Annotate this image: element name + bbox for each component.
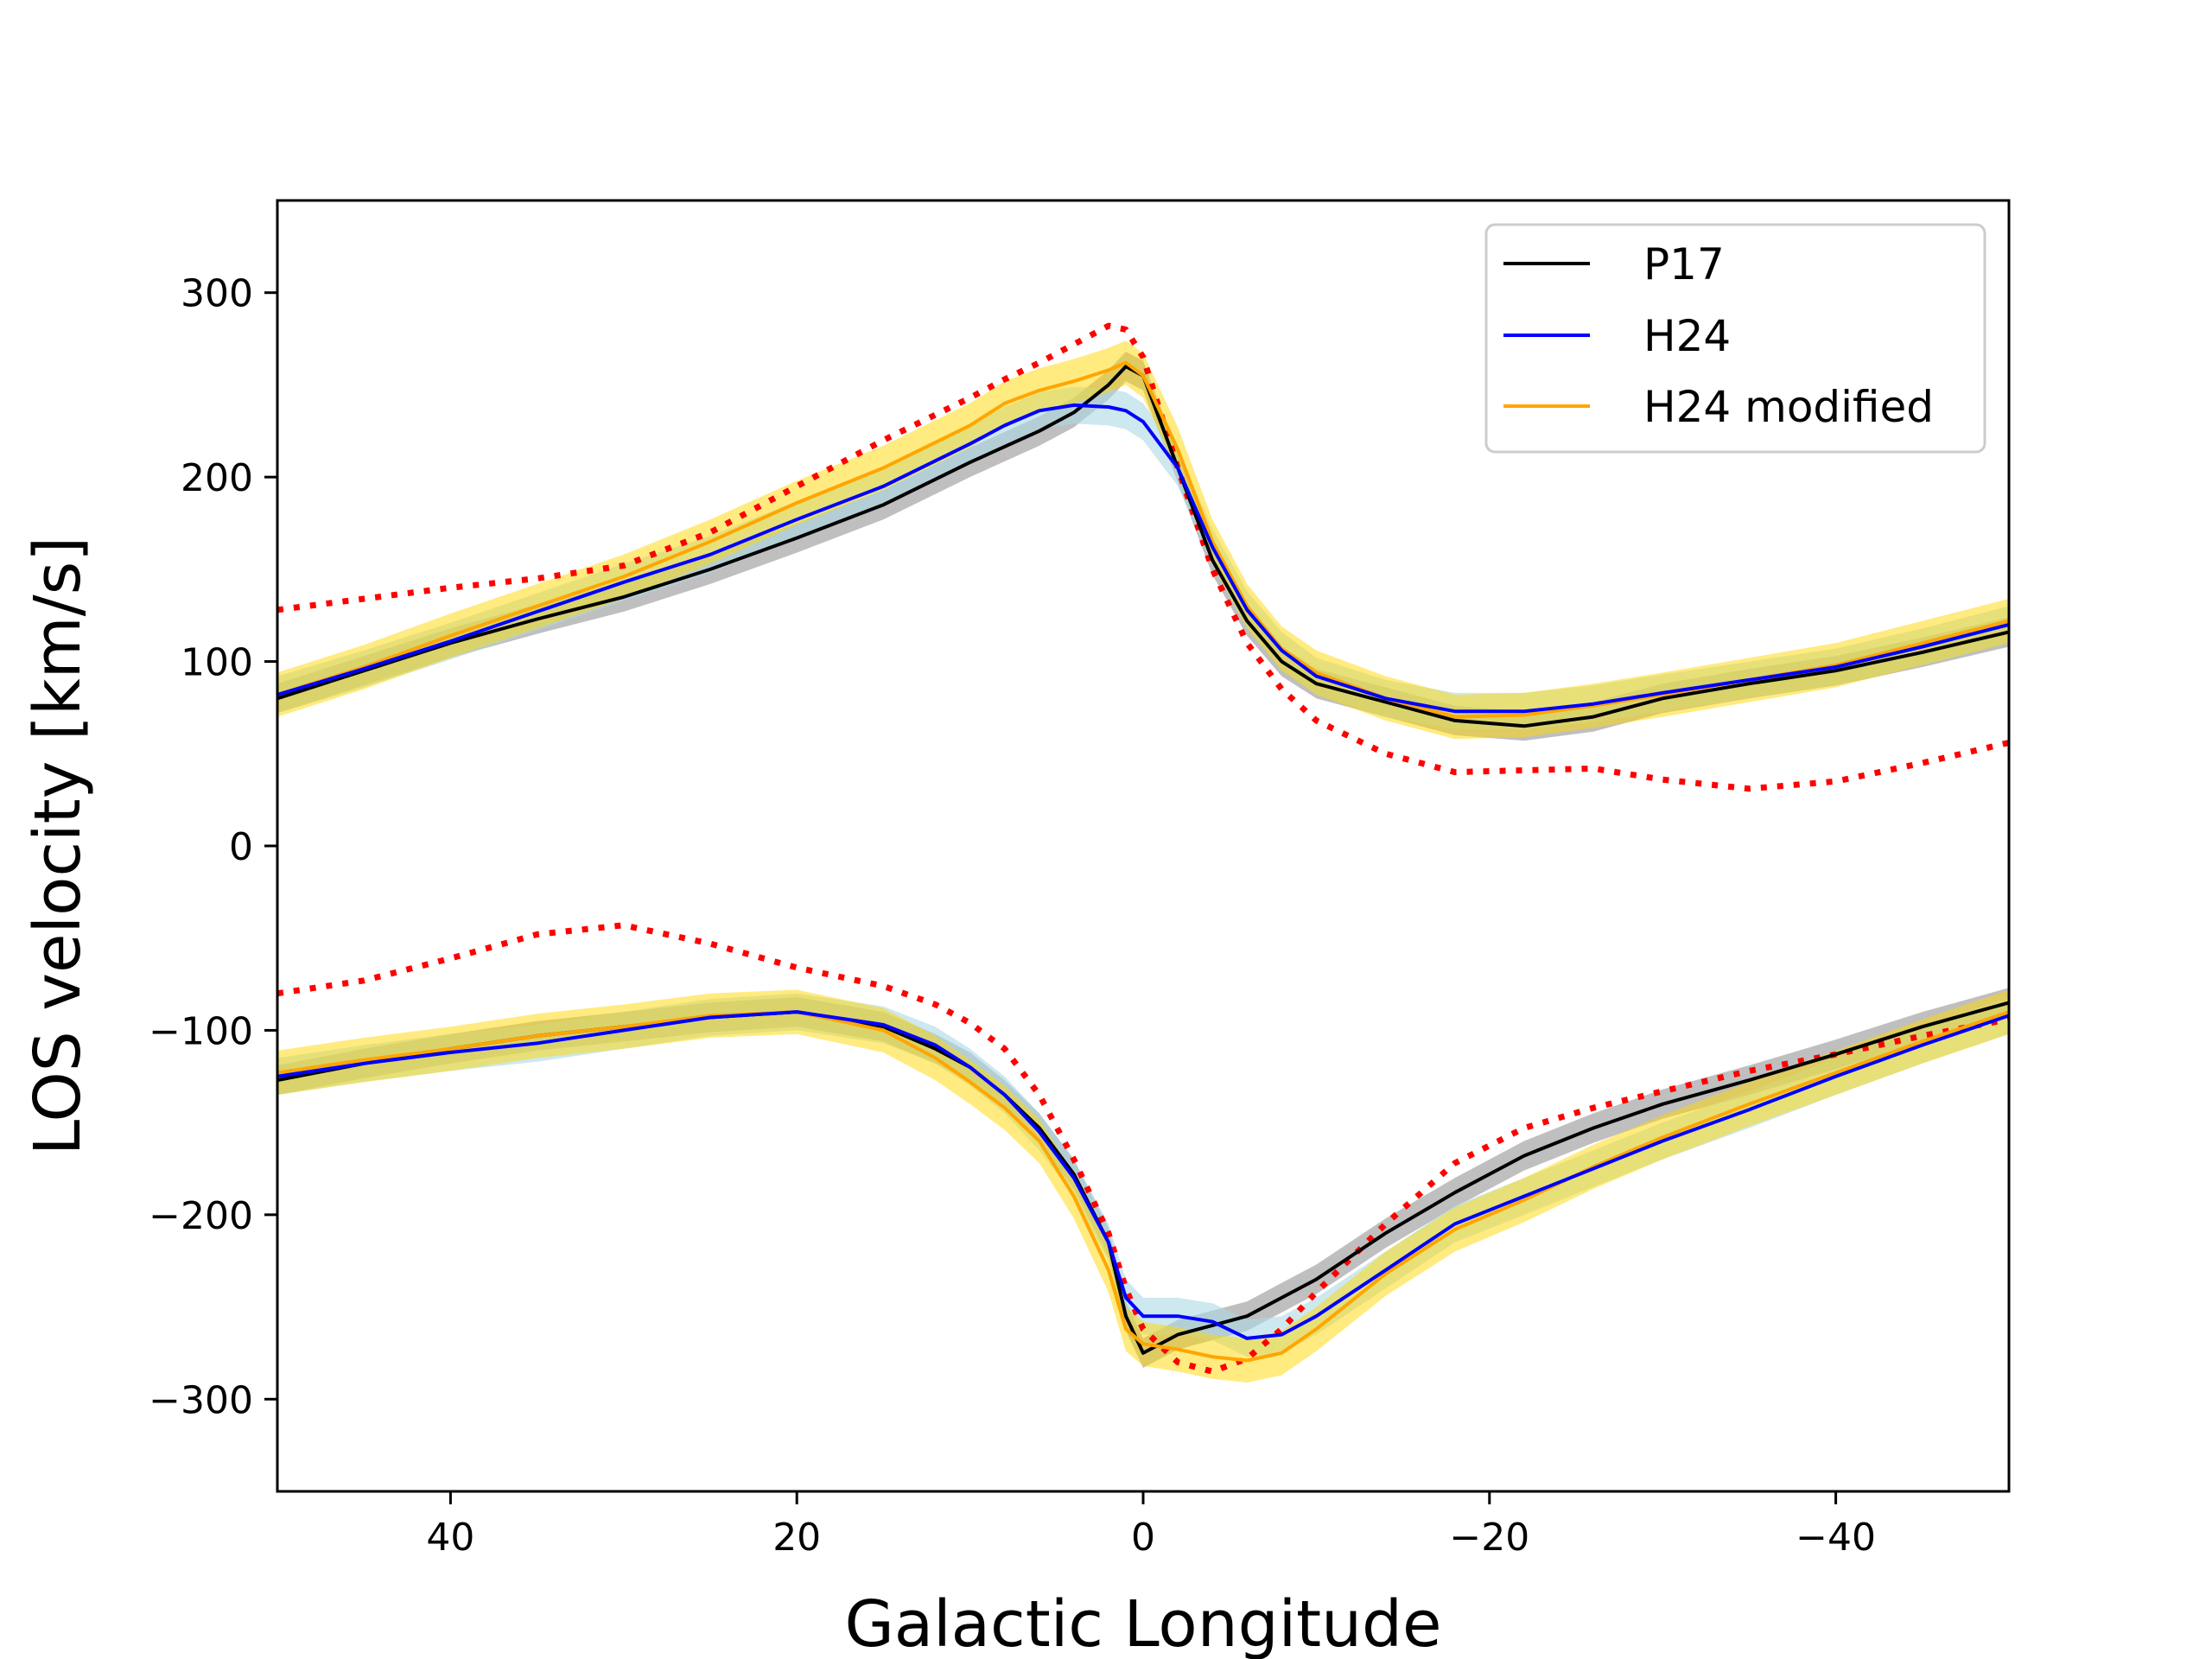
series-line-p17-upper: [277, 365, 2009, 728]
y-tick-label: 300: [181, 272, 253, 316]
legend: P17 H24 H24 modified: [1484, 223, 1986, 454]
series-line-model-lower: [277, 922, 2009, 1375]
series-lines: [277, 322, 2009, 1375]
x-tick-label: −20: [1449, 1516, 1529, 1560]
band-h24-modified-lower: [277, 989, 2009, 1383]
y-tick-label: 0: [229, 825, 253, 869]
series-line-h24-modified-upper: [277, 360, 2009, 719]
confidence-bands: [277, 340, 2009, 1383]
legend-label-p17: P17: [1643, 239, 1725, 289]
series-line-h24-lower: [277, 1010, 2009, 1340]
y-tick-label: −100: [149, 1009, 253, 1053]
series-line-h24-upper: [277, 403, 2009, 714]
x-tick-label: −40: [1796, 1516, 1876, 1560]
legend-label-h24: H24: [1643, 311, 1731, 361]
legend-label-h24-modified: H24 modified: [1643, 382, 1934, 432]
y-tick-label: −300: [149, 1378, 253, 1422]
y-tick-label: 100: [181, 641, 253, 685]
y-tick-label: 200: [181, 456, 253, 500]
x-axis-label: Galactic Longitude: [844, 1587, 1441, 1659]
y-tick-label: −200: [149, 1194, 253, 1238]
y-axis-label: LOS velocity [km/s]: [21, 537, 95, 1155]
series-line-model-upper: [277, 322, 2009, 792]
series-line-h24-modified-lower: [277, 1010, 2009, 1363]
x-tick-label: 0: [1131, 1516, 1155, 1560]
legend-frame: [1484, 223, 1986, 454]
x-tick-label: 40: [426, 1516, 474, 1560]
x-tick-label: 20: [772, 1516, 821, 1560]
